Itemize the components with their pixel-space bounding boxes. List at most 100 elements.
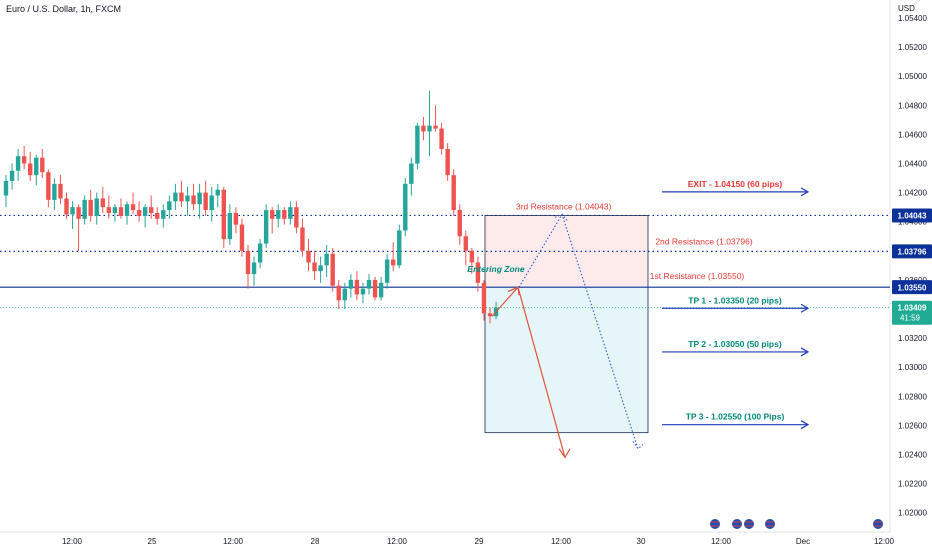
candle-body: [330, 253, 335, 286]
candle-body: [221, 189, 226, 240]
target-arrowhead: [800, 187, 810, 197]
candle-body: [481, 282, 487, 314]
price-badge: [892, 208, 932, 223]
candle-body: [58, 183, 63, 199]
candle-body: [239, 224, 245, 251]
candle-body: [451, 175, 456, 211]
x-tick-label: 12:00: [551, 537, 572, 546]
candle-body: [433, 125, 438, 129]
red-path-arrowhead: [558, 448, 571, 459]
candle-body: [372, 279, 378, 298]
candle-body: [106, 207, 112, 213]
candle-body: [415, 125, 420, 164]
candle-body: [457, 210, 462, 237]
candle-body: [391, 259, 396, 266]
candle-body: [112, 207, 118, 213]
candle-body: [15, 156, 21, 171]
candle-body: [263, 210, 269, 244]
y-tick-label: 1.04800: [898, 101, 927, 110]
target-arrowhead: [800, 420, 810, 430]
x-tick-label: 12:00: [387, 537, 408, 546]
candle-body: [167, 201, 172, 211]
candle-body: [9, 170, 15, 181]
bar-countdown: 41:59: [900, 314, 921, 323]
candle-body: [282, 210, 287, 219]
target-zone: [485, 287, 648, 433]
current-price-label: 1.03409: [898, 304, 927, 313]
candle-body: [124, 204, 130, 216]
current-price-badge: [892, 300, 932, 325]
event-flag-icon[interactable]: [872, 518, 884, 530]
candle-body: [294, 207, 299, 228]
y-tick-label: 1.04200: [898, 189, 927, 198]
candle-body: [288, 207, 293, 219]
event-flag-icon[interactable]: [731, 518, 743, 530]
y-tick-label: 1.03200: [898, 334, 927, 343]
price-badge-label: 1.04043: [898, 212, 927, 221]
y-tick-label: 1.03000: [898, 363, 927, 372]
candle-body: [173, 192, 178, 202]
candle-body: [179, 192, 184, 202]
candle-body: [215, 189, 220, 196]
candle-body: [384, 259, 390, 283]
candle-body: [118, 207, 124, 216]
y-tick-label: 1.05400: [898, 14, 927, 23]
event-flag-icon[interactable]: [743, 518, 755, 530]
target-label: TP 2 - 1.03050 (50 pips): [688, 339, 782, 349]
candle-body: [245, 250, 251, 275]
candle-body: [191, 195, 196, 205]
candle-body: [70, 207, 75, 215]
candle-body: [3, 180, 9, 196]
target-arrowhead: [800, 303, 810, 313]
target-arrowhead: [800, 347, 810, 357]
y-tick-label: 1.02400: [898, 451, 927, 460]
candle-body: [439, 128, 444, 149]
y-tick-label: 1.05200: [898, 43, 927, 52]
candle-body: [403, 183, 408, 231]
y-tick-label: 1.04400: [898, 160, 927, 169]
position-box-outline: [484, 215, 649, 434]
candle-body: [100, 198, 105, 208]
candle-body: [366, 279, 372, 289]
candle-body: [421, 125, 426, 132]
candle-body: [40, 157, 45, 173]
red-path-arrowhead: [507, 286, 520, 296]
candle-body: [354, 279, 360, 295]
candle-body: [300, 227, 305, 251]
candle-body: [64, 198, 69, 215]
candle-body: [276, 210, 281, 219]
candle-body: [427, 125, 432, 132]
candle-body: [306, 250, 311, 263]
candle-body: [136, 210, 142, 216]
candle-body: [487, 313, 493, 317]
candle-body: [88, 199, 93, 216]
candle-body: [82, 199, 87, 219]
target-label: EXIT - 1.04150 (60 pips): [688, 179, 783, 189]
price-badge-label: 1.03550: [898, 283, 927, 292]
candle-body: [324, 253, 329, 266]
x-tick-label: 25: [148, 537, 157, 546]
event-flag-icon[interactable]: [764, 518, 776, 530]
y-tick-label: 1.05000: [898, 72, 927, 81]
candle-body: [197, 192, 202, 205]
candle-body: [342, 288, 347, 301]
entering-zone-label: Entering Zone: [467, 264, 524, 274]
candle-body: [378, 282, 384, 298]
price-badge: [892, 280, 932, 295]
candle-body: [28, 163, 33, 176]
candle-body: [130, 204, 136, 211]
candle-body: [209, 195, 214, 211]
x-tick-label: Dec: [796, 537, 810, 546]
x-tick-label: 29: [475, 537, 484, 546]
event-flag-icon[interactable]: [709, 518, 721, 530]
candle-body: [155, 212, 160, 219]
candle-body: [336, 285, 341, 301]
currency-label: USD: [898, 4, 915, 13]
candle-body: [203, 192, 208, 211]
x-tick-label: 12:00: [223, 537, 244, 546]
chart-title: Euro / U.S. Dollar, 1h, FXCM: [6, 4, 122, 14]
y-tick-label: 1.02800: [898, 392, 927, 401]
candle-body: [251, 262, 257, 275]
candle-body: [227, 212, 233, 240]
